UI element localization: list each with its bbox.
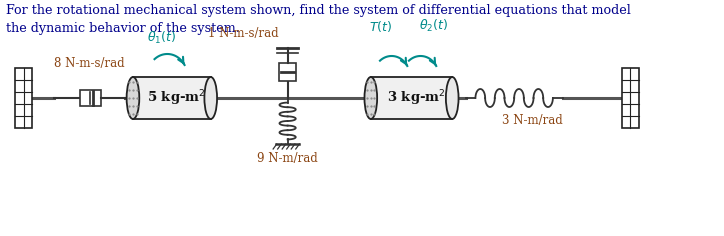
Text: $\theta_2(t)$: $\theta_2(t)$ bbox=[418, 18, 448, 34]
Text: 3 kg-m$^2$: 3 kg-m$^2$ bbox=[387, 88, 445, 108]
Bar bbox=[80, 90, 101, 106]
Text: 1 N-m-s/rad: 1 N-m-s/rad bbox=[208, 27, 279, 40]
Bar bbox=[133, 77, 211, 119]
Text: $\theta_1(t)$: $\theta_1(t)$ bbox=[147, 30, 177, 46]
Bar bbox=[15, 68, 32, 128]
Text: 3 N-m/rad: 3 N-m/rad bbox=[502, 114, 563, 127]
Text: 9 N-m/rad: 9 N-m/rad bbox=[257, 152, 318, 165]
Bar bbox=[279, 63, 295, 80]
Bar bbox=[371, 77, 452, 119]
Ellipse shape bbox=[364, 77, 377, 119]
Ellipse shape bbox=[204, 77, 217, 119]
Text: For the rotational mechanical system shown, find the system of differential equa: For the rotational mechanical system sho… bbox=[7, 4, 631, 17]
Ellipse shape bbox=[127, 77, 139, 119]
Text: $T(t)$: $T(t)$ bbox=[369, 19, 392, 34]
Bar bbox=[622, 68, 639, 128]
Text: the dynamic behavior of the system.: the dynamic behavior of the system. bbox=[7, 22, 240, 35]
Ellipse shape bbox=[446, 77, 458, 119]
Text: 5 kg-m$^2$: 5 kg-m$^2$ bbox=[147, 88, 206, 108]
Text: 8 N-m-s/rad: 8 N-m-s/rad bbox=[54, 57, 125, 70]
